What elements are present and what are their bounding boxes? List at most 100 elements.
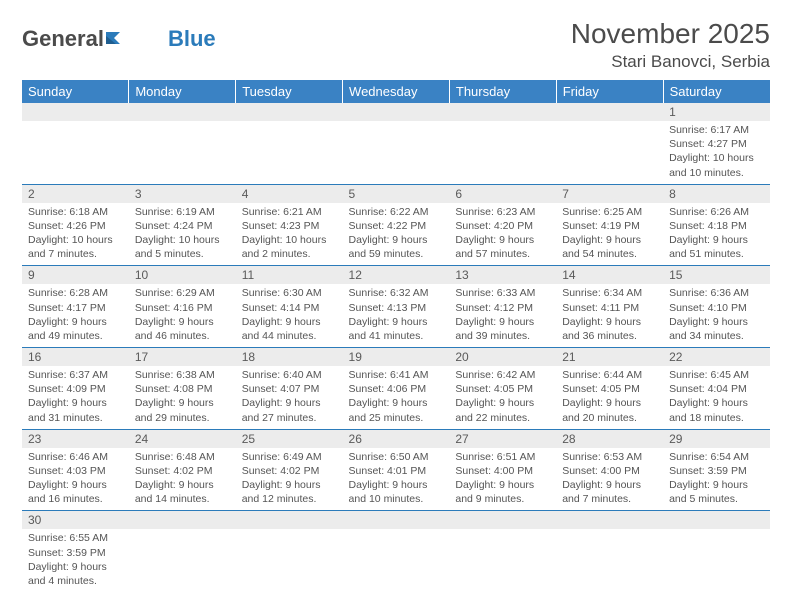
daylight-text: Daylight: 9 hours and 22 minutes. [455,396,550,424]
sunrise-text: Sunrise: 6:18 AM [28,205,123,219]
sunrise-text: Sunrise: 6:17 AM [669,123,764,137]
sunset-text: Sunset: 4:00 PM [455,464,550,478]
daylight-text: Daylight: 9 hours and 36 minutes. [562,315,657,343]
sunset-text: Sunset: 4:20 PM [455,219,550,233]
day-number [556,103,663,121]
detail-row: Sunrise: 6:17 AMSunset: 4:27 PMDaylight:… [22,121,770,184]
day-cell: Sunrise: 6:18 AMSunset: 4:26 PMDaylight:… [22,203,129,266]
daylight-text: Daylight: 9 hours and 39 minutes. [455,315,550,343]
daylight-text: Daylight: 9 hours and 27 minutes. [242,396,337,424]
day-number: 10 [129,266,236,285]
day-cell: Sunrise: 6:21 AMSunset: 4:23 PMDaylight:… [236,203,343,266]
sunrise-text: Sunrise: 6:40 AM [242,368,337,382]
daylight-text: Daylight: 9 hours and 9 minutes. [455,478,550,506]
day-cell: Sunrise: 6:26 AMSunset: 4:18 PMDaylight:… [663,203,770,266]
sunset-text: Sunset: 4:04 PM [669,382,764,396]
daylight-text: Daylight: 9 hours and 12 minutes. [242,478,337,506]
day-number: 3 [129,184,236,203]
day-number: 8 [663,184,770,203]
day-number [449,103,556,121]
day-number [22,103,129,121]
sunrise-text: Sunrise: 6:49 AM [242,450,337,464]
day-number: 28 [556,429,663,448]
sunrise-text: Sunrise: 6:51 AM [455,450,550,464]
col-wed: Wednesday [343,80,450,103]
sunrise-text: Sunrise: 6:34 AM [562,286,657,300]
detail-row: Sunrise: 6:37 AMSunset: 4:09 PMDaylight:… [22,366,770,429]
day-cell: Sunrise: 6:36 AMSunset: 4:10 PMDaylight:… [663,284,770,347]
day-cell: Sunrise: 6:17 AMSunset: 4:27 PMDaylight:… [663,121,770,184]
col-sat: Saturday [663,80,770,103]
sunset-text: Sunset: 4:08 PM [135,382,230,396]
sunset-text: Sunset: 4:01 PM [349,464,444,478]
daylight-text: Daylight: 9 hours and 29 minutes. [135,396,230,424]
sunset-text: Sunset: 4:07 PM [242,382,337,396]
detail-row: Sunrise: 6:28 AMSunset: 4:17 PMDaylight:… [22,284,770,347]
daylight-text: Daylight: 9 hours and 54 minutes. [562,233,657,261]
day-cell: Sunrise: 6:32 AMSunset: 4:13 PMDaylight:… [343,284,450,347]
day-cell [663,529,770,592]
day-cell: Sunrise: 6:40 AMSunset: 4:07 PMDaylight:… [236,366,343,429]
day-number: 6 [449,184,556,203]
day-number: 24 [129,429,236,448]
day-number: 27 [449,429,556,448]
daylight-text: Daylight: 10 hours and 5 minutes. [135,233,230,261]
sunrise-text: Sunrise: 6:22 AM [349,205,444,219]
sunset-text: Sunset: 4:02 PM [135,464,230,478]
daylight-text: Daylight: 9 hours and 25 minutes. [349,396,444,424]
sunset-text: Sunset: 4:12 PM [455,301,550,315]
day-number: 14 [556,266,663,285]
day-number: 12 [343,266,450,285]
day-number [129,511,236,530]
daynum-row: 16171819202122 [22,348,770,367]
col-thu: Thursday [449,80,556,103]
month-title: November 2025 [571,18,770,50]
day-cell: Sunrise: 6:55 AMSunset: 3:59 PMDaylight:… [22,529,129,592]
sunrise-text: Sunrise: 6:45 AM [669,368,764,382]
daylight-text: Daylight: 9 hours and 7 minutes. [562,478,657,506]
daylight-text: Daylight: 9 hours and 57 minutes. [455,233,550,261]
day-number [236,511,343,530]
daynum-row: 1 [22,103,770,121]
daylight-text: Daylight: 9 hours and 31 minutes. [28,396,123,424]
daylight-text: Daylight: 9 hours and 5 minutes. [669,478,764,506]
day-cell: Sunrise: 6:45 AMSunset: 4:04 PMDaylight:… [663,366,770,429]
day-cell: Sunrise: 6:54 AMSunset: 3:59 PMDaylight:… [663,448,770,511]
day-number [129,103,236,121]
daynum-row: 30 [22,511,770,530]
day-cell [556,121,663,184]
sunset-text: Sunset: 3:59 PM [669,464,764,478]
detail-row: Sunrise: 6:55 AMSunset: 3:59 PMDaylight:… [22,529,770,592]
day-cell [343,529,450,592]
sunrise-text: Sunrise: 6:23 AM [455,205,550,219]
sunset-text: Sunset: 4:17 PM [28,301,123,315]
logo-blue: Blue [168,26,216,52]
daylight-text: Daylight: 10 hours and 2 minutes. [242,233,337,261]
sunrise-text: Sunrise: 6:33 AM [455,286,550,300]
day-cell [129,529,236,592]
sunset-text: Sunset: 4:26 PM [28,219,123,233]
sunrise-text: Sunrise: 6:41 AM [349,368,444,382]
day-cell: Sunrise: 6:33 AMSunset: 4:12 PMDaylight:… [449,284,556,347]
day-number: 4 [236,184,343,203]
daynum-row: 23242526272829 [22,429,770,448]
daylight-text: Daylight: 9 hours and 34 minutes. [669,315,764,343]
sunrise-text: Sunrise: 6:25 AM [562,205,657,219]
col-tue: Tuesday [236,80,343,103]
day-cell: Sunrise: 6:25 AMSunset: 4:19 PMDaylight:… [556,203,663,266]
sunrise-text: Sunrise: 6:37 AM [28,368,123,382]
day-number: 23 [22,429,129,448]
daynum-row: 2345678 [22,184,770,203]
sunset-text: Sunset: 4:06 PM [349,382,444,396]
day-number: 30 [22,511,129,530]
day-number: 16 [22,348,129,367]
col-sun: Sunday [22,80,129,103]
day-number: 7 [556,184,663,203]
day-cell: Sunrise: 6:42 AMSunset: 4:05 PMDaylight:… [449,366,556,429]
sunset-text: Sunset: 4:10 PM [669,301,764,315]
daylight-text: Daylight: 10 hours and 10 minutes. [669,151,764,179]
daylight-text: Daylight: 9 hours and 49 minutes. [28,315,123,343]
day-number: 15 [663,266,770,285]
day-number: 25 [236,429,343,448]
day-cell: Sunrise: 6:41 AMSunset: 4:06 PMDaylight:… [343,366,450,429]
